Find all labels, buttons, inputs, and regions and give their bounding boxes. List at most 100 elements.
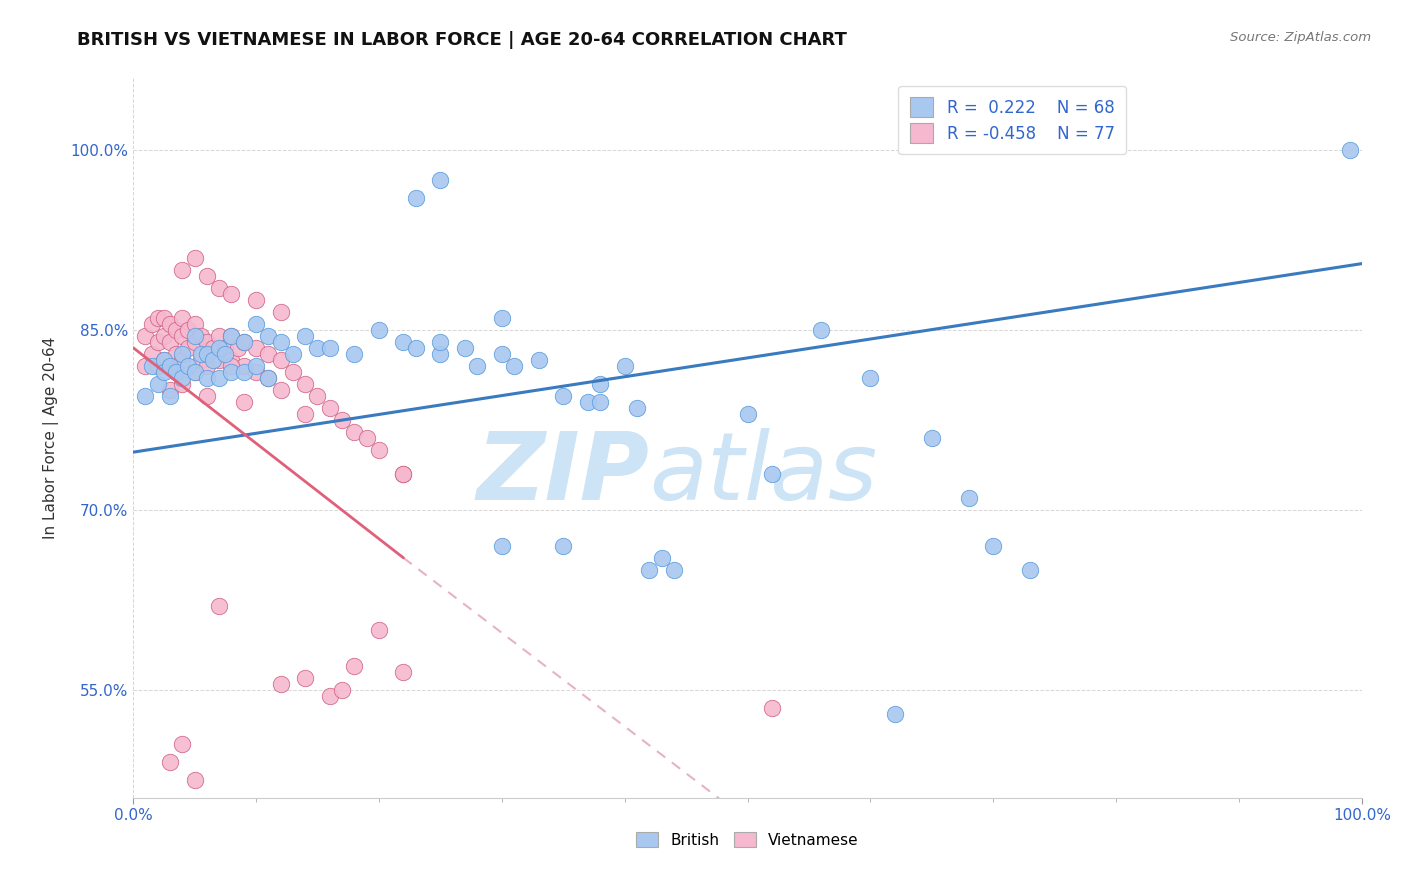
Point (367, 623, 389, 637)
Point (172, 370, 194, 384)
Point (221, 286, 243, 301)
Point (245, 341, 267, 355)
Point (491, 347, 513, 361)
Point (177, 341, 200, 355)
Point (183, 365, 205, 379)
Point (214, 347, 236, 361)
Point (195, 334, 218, 349)
Point (221, 352, 243, 367)
Point (429, 172, 451, 186)
Point (208, 328, 231, 343)
Point (367, 323, 389, 337)
Point (153, 310, 176, 325)
Point (226, 341, 249, 355)
Point (343, 347, 366, 361)
Point (159, 334, 181, 349)
Point (589, 376, 612, 391)
Point (141, 359, 163, 373)
Point (921, 431, 943, 445)
Point (134, 328, 156, 343)
Point (153, 365, 176, 379)
Point (257, 370, 280, 384)
Point (195, 370, 218, 384)
Point (613, 359, 636, 373)
Point (201, 341, 224, 355)
Point (553, 389, 575, 403)
Point (172, 352, 194, 367)
Point (208, 599, 231, 613)
Point (159, 755, 181, 769)
Point (392, 334, 415, 349)
Point (177, 359, 200, 373)
Point (343, 425, 366, 439)
Point (257, 328, 280, 343)
Point (245, 317, 267, 331)
Point (159, 359, 181, 373)
Point (232, 365, 254, 379)
Point (183, 772, 205, 787)
Point (190, 352, 212, 367)
Point (172, 376, 194, 391)
Point (527, 352, 550, 367)
Point (1019, 563, 1042, 577)
Point (159, 389, 181, 403)
Point (208, 352, 231, 367)
Point (981, 539, 1004, 553)
Point (208, 341, 231, 355)
Point (172, 737, 194, 751)
Point (257, 347, 280, 361)
Point (429, 347, 451, 361)
Point (232, 334, 254, 349)
Text: atlas: atlas (650, 428, 877, 519)
Point (221, 328, 243, 343)
Point (330, 683, 353, 698)
Point (172, 347, 194, 361)
Point (183, 251, 205, 265)
Point (884, 706, 907, 721)
Point (195, 347, 218, 361)
Point (392, 467, 415, 481)
Point (367, 442, 389, 457)
Point (405, 341, 427, 355)
Point (183, 328, 205, 343)
Point (183, 317, 205, 331)
Point (650, 550, 672, 565)
Point (491, 310, 513, 325)
Point (141, 317, 163, 331)
Point (172, 310, 194, 325)
Point (232, 359, 254, 373)
Point (294, 328, 316, 343)
Point (1339, 143, 1361, 157)
Point (454, 341, 477, 355)
Point (165, 365, 187, 379)
Point (221, 365, 243, 379)
Point (294, 407, 316, 421)
Point (190, 347, 212, 361)
Point (146, 376, 169, 391)
Y-axis label: In Labor Force | Age 20-64: In Labor Force | Age 20-64 (44, 336, 59, 539)
Point (737, 407, 759, 421)
Text: Source: ZipAtlas.com: Source: ZipAtlas.com (1230, 31, 1371, 45)
Point (343, 659, 366, 673)
Point (134, 359, 156, 373)
Point (356, 431, 378, 445)
Point (405, 190, 427, 204)
Point (662, 563, 685, 577)
Point (294, 376, 316, 391)
Text: BRITISH VS VIETNAMESE IN LABOR FORCE | AGE 20-64 CORRELATION CHART: BRITISH VS VIETNAMESE IN LABOR FORCE | A… (77, 31, 848, 49)
Point (221, 328, 243, 343)
Point (159, 317, 181, 331)
Point (159, 383, 181, 397)
Point (153, 352, 176, 367)
Point (195, 389, 218, 403)
Point (270, 352, 292, 367)
Point (190, 328, 212, 343)
Point (281, 347, 304, 361)
Point (245, 365, 267, 379)
Point (270, 383, 292, 397)
Point (638, 563, 661, 577)
Point (165, 323, 187, 337)
Point (307, 389, 329, 403)
Point (626, 401, 648, 415)
Point (165, 347, 187, 361)
